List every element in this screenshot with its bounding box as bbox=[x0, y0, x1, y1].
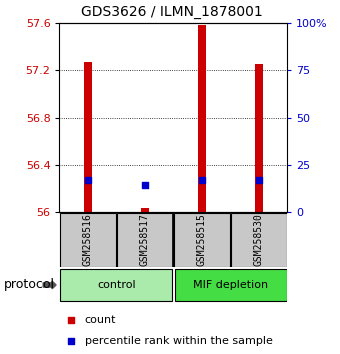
Bar bbox=[117, 213, 173, 267]
Point bbox=[199, 177, 205, 183]
Text: count: count bbox=[85, 315, 116, 325]
Bar bbox=[174, 269, 287, 301]
Bar bbox=[60, 213, 116, 267]
Text: GSM258517: GSM258517 bbox=[140, 213, 150, 266]
Text: percentile rank within the sample: percentile rank within the sample bbox=[85, 336, 272, 346]
Bar bbox=[174, 213, 230, 267]
Point bbox=[142, 182, 148, 187]
Text: GSM258516: GSM258516 bbox=[83, 213, 93, 266]
Text: control: control bbox=[97, 280, 136, 290]
Point bbox=[256, 177, 261, 183]
Bar bbox=[60, 269, 172, 301]
Text: GDS3626 / ILMN_1878001: GDS3626 / ILMN_1878001 bbox=[81, 5, 262, 19]
Bar bbox=[84, 62, 92, 212]
Text: GSM258530: GSM258530 bbox=[254, 213, 264, 266]
Text: MIF depletion: MIF depletion bbox=[193, 280, 268, 290]
Point bbox=[68, 317, 73, 322]
Bar bbox=[141, 208, 149, 212]
Point bbox=[85, 177, 91, 183]
Text: protocol: protocol bbox=[3, 279, 54, 291]
Bar bbox=[231, 213, 287, 267]
Bar bbox=[255, 64, 262, 212]
Point bbox=[68, 338, 73, 343]
Bar bbox=[198, 25, 206, 212]
Text: GSM258515: GSM258515 bbox=[197, 213, 207, 266]
